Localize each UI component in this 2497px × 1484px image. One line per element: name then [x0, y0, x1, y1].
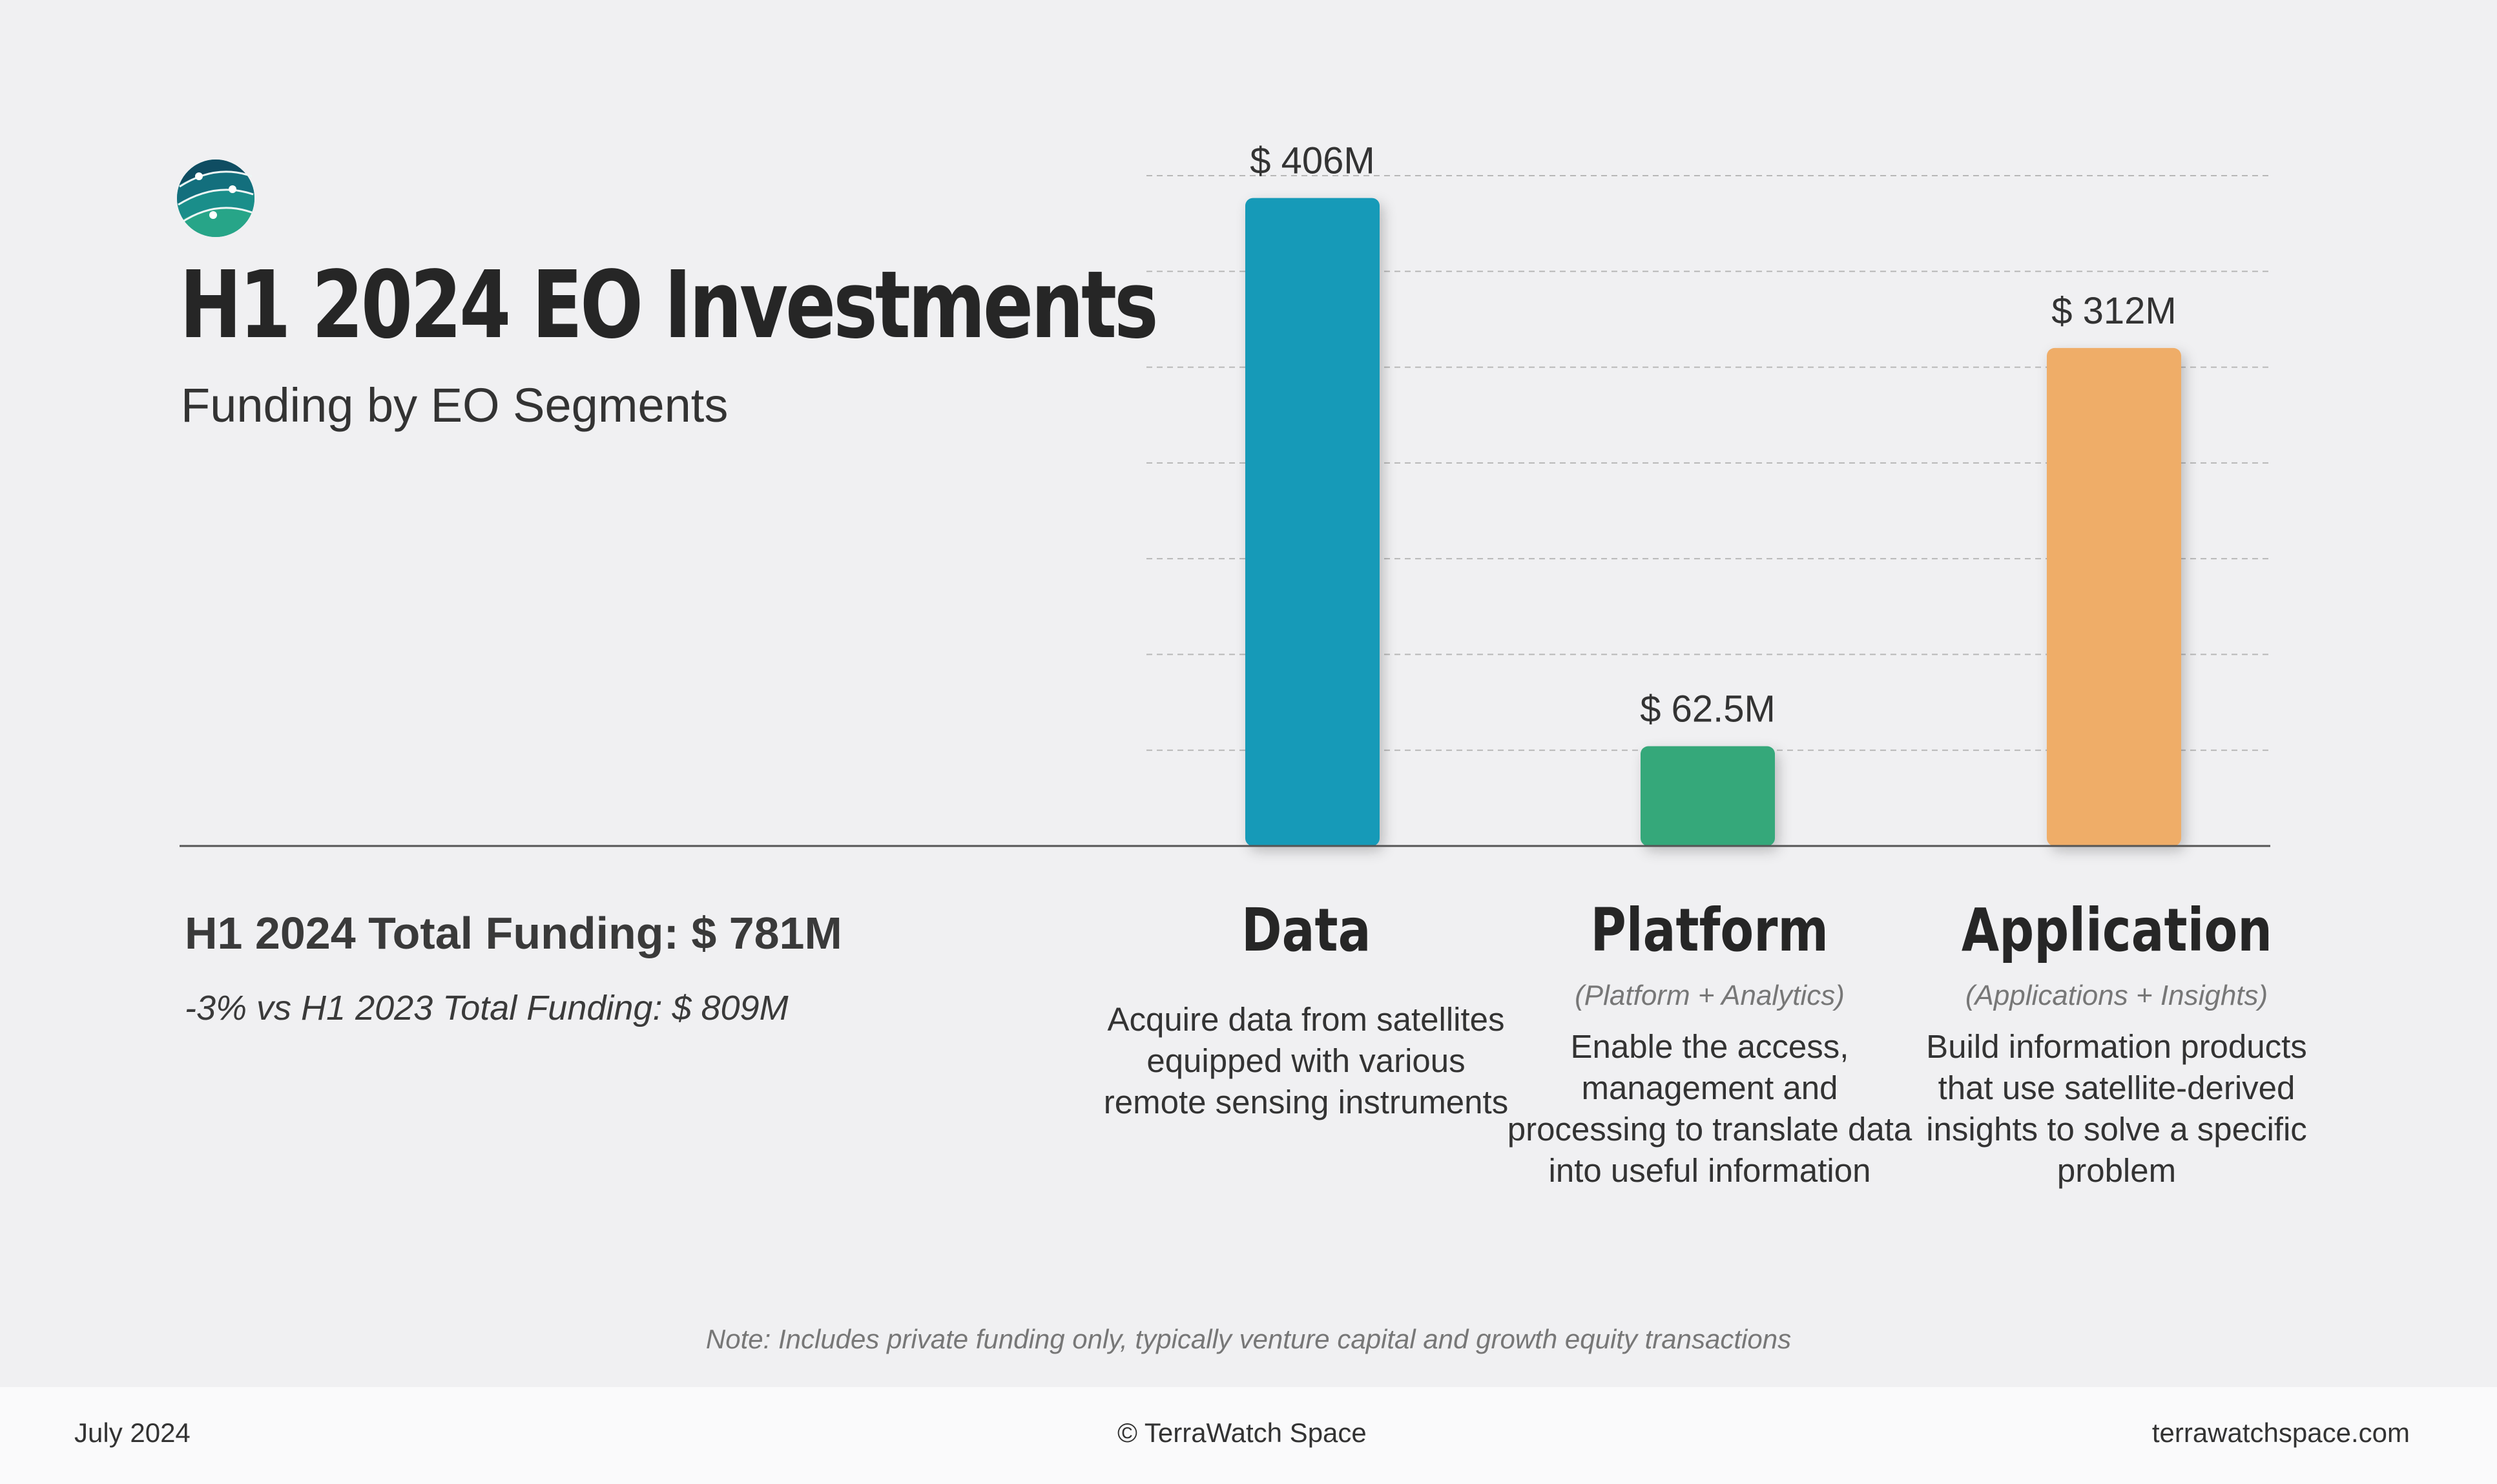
- segment-data: Data Acquire data from satellites equipp…: [1099, 901, 1513, 1123]
- segment-desc-application: Build information products that use sate…: [1926, 1028, 2307, 1189]
- bar-label-data: $ 406M: [1250, 140, 1374, 182]
- segment-name-platform: Platform: [1590, 896, 1829, 965]
- footer-date: July 2024: [74, 1417, 191, 1448]
- footer-copyright: © TerraWatch Space: [1117, 1417, 1367, 1448]
- footer-website[interactable]: terrawatchspace.com: [2151, 1417, 2410, 1448]
- segment-name-data: Data: [1241, 896, 1371, 965]
- globe-logo-icon: [177, 160, 254, 237]
- segment-desc-platform: Enable the access, management and proces…: [1507, 1028, 1912, 1189]
- segment-application: Application (Applications + Insights) Bu…: [1910, 901, 2323, 1191]
- funding-comparison: -3% vs H1 2023 Total Funding: $ 809M: [185, 989, 789, 1027]
- segment-desc-data: Acquire data from satellites equipped wi…: [1103, 1001, 1509, 1120]
- bar-label-application: $ 312M: [2051, 290, 2176, 332]
- segment-name-application: Application: [1961, 896, 2272, 965]
- total-funding: H1 2024 Total Funding: $ 781M: [185, 908, 842, 958]
- footer: July 2024 © TerraWatch Space terrawatchs…: [0, 1387, 2497, 1484]
- page-title: H1 2024 EO Investments: [180, 251, 1159, 359]
- bar-platform: [1641, 746, 1775, 846]
- bar-label-platform: $ 62.5M: [1640, 688, 1776, 730]
- segment-sub-platform: (Platform + Analytics): [1575, 980, 1845, 1011]
- segment-platform: Platform (Platform + Analytics) Enable t…: [1503, 901, 1916, 1191]
- segment-sub-application: (Applications + Insights): [1965, 980, 2268, 1011]
- page-subtitle: Funding by EO Segments: [181, 378, 729, 432]
- bar-data: [1245, 198, 1380, 847]
- bar-application: [2047, 347, 2181, 846]
- footnote: Note: Includes private funding only, typ…: [705, 1324, 1792, 1354]
